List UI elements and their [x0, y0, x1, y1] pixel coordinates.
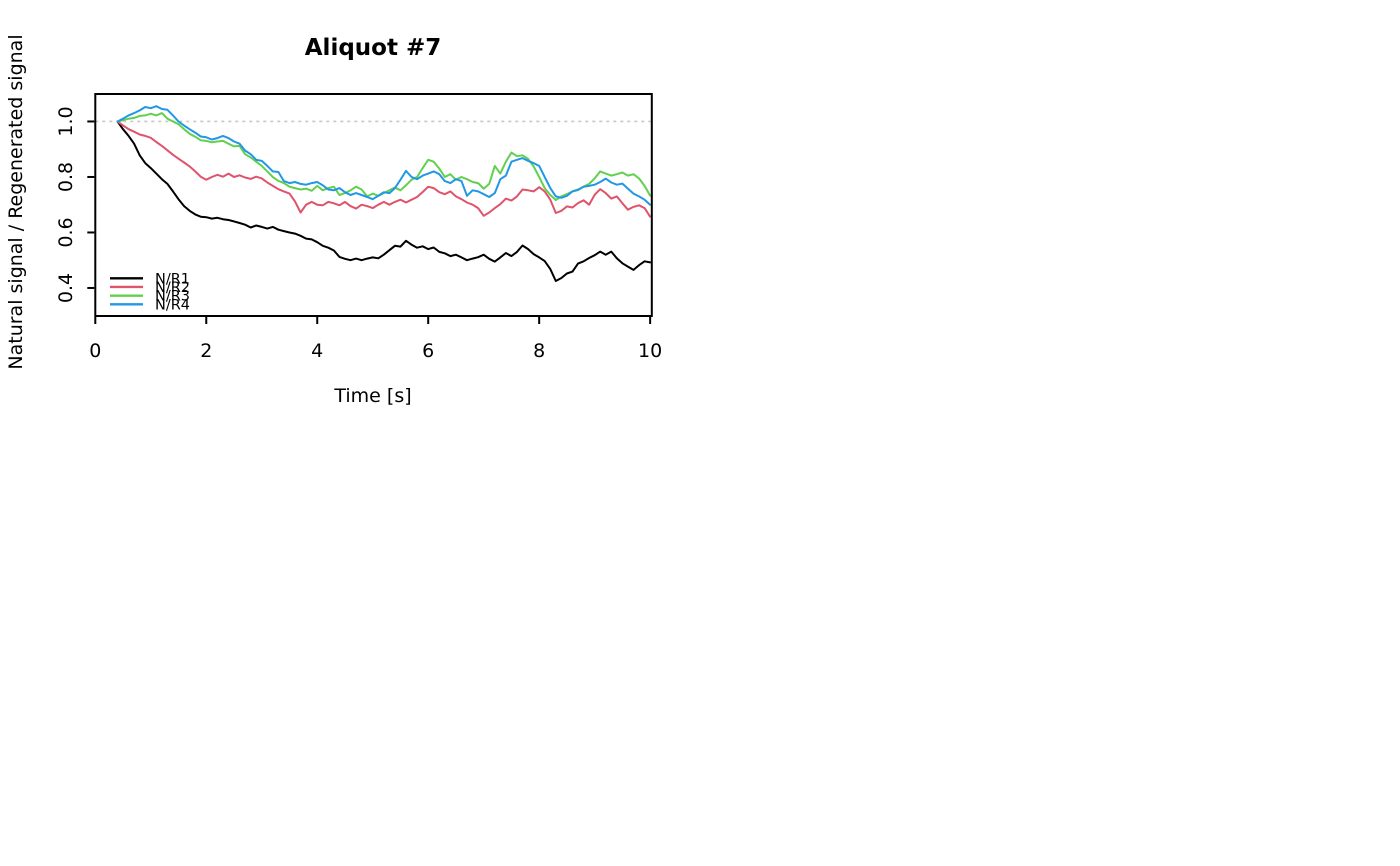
y-tick-label-2: 0.8	[55, 162, 77, 192]
x-tick-label-3: 6	[422, 340, 434, 362]
series-line-nr2	[116, 120, 652, 218]
x-axis-label: Time [s]	[334, 385, 412, 407]
y-axis-label: Natural signal / Regenerated signal	[5, 34, 27, 370]
legend-label-nr4: N/R4	[155, 297, 190, 313]
x-tick-label-4: 8	[533, 340, 545, 362]
legend-label-nr1: N/R1	[155, 271, 190, 287]
y-tick-label-3: 1.0	[55, 106, 77, 136]
series-line-nr4	[116, 105, 652, 206]
plot-svg: 0 2 4 6 8 10 0.4 0.6 0.8 1.0 N/R1N/R2N/R3N/R4	[55, 93, 662, 362]
legend-label-nr2: N/R2	[155, 280, 190, 296]
legend-label-nr3: N/R3	[155, 289, 190, 305]
x-tick-label-2: 4	[311, 340, 323, 362]
x-tick-label-1: 2	[200, 340, 212, 362]
y-tick-label-0: 0.4	[55, 273, 77, 303]
line-chart: Aliquot #7 Natural signal / Regenerated …	[0, 0, 700, 430]
series-line-nr1	[116, 120, 652, 282]
x-tick-label-0: 0	[89, 340, 101, 362]
plot-border	[94, 93, 653, 317]
chart-title: Aliquot #7	[304, 35, 442, 61]
y-tick-label-1: 0.6	[55, 217, 77, 247]
series-line-nr3	[116, 112, 652, 201]
x-tick-label-5: 10	[638, 340, 662, 362]
